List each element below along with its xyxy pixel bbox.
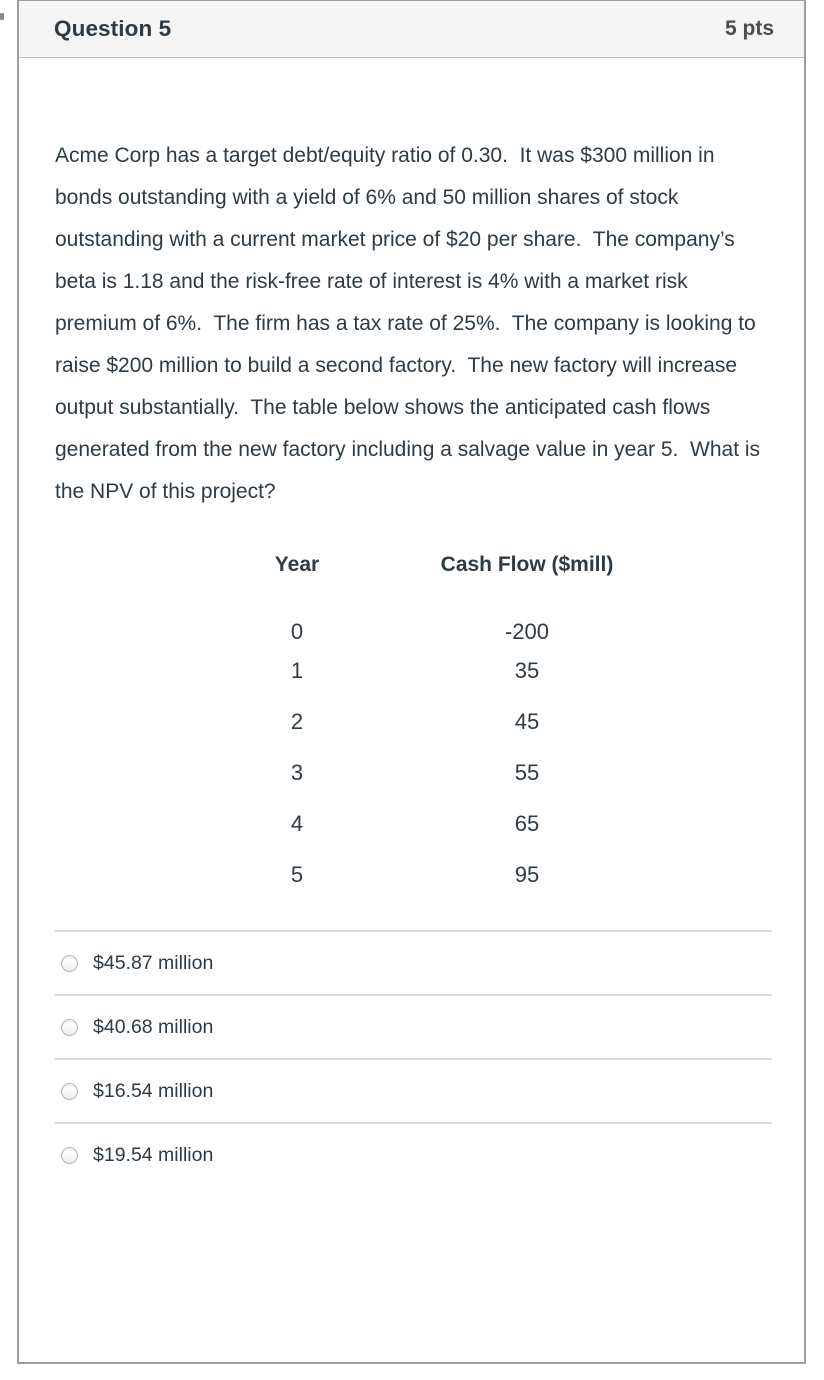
radio-button[interactable]: [61, 1018, 78, 1036]
answer-options: $45.87 million $40.68 million $16.54 mil…: [55, 930, 772, 1186]
question-header: Question 5 5 pts: [19, 1, 804, 58]
cashflow-cell: 55: [514, 759, 540, 785]
table-row: 4 65: [217, 798, 677, 849]
answer-option-label: $16.54 million: [93, 1079, 214, 1102]
answer-option-1[interactable]: $45.87 million: [55, 930, 772, 994]
question-points: 5 pts: [724, 17, 774, 40]
cashflow-cell: 35: [514, 657, 540, 683]
question-title: Question 5: [54, 16, 172, 41]
question-body: Acme Corp has a target debt/equity ratio…: [19, 58, 804, 1186]
radio-button[interactable]: [61, 954, 78, 972]
year-cell: 1: [290, 657, 304, 683]
answer-option-label: $40.68 million: [93, 1015, 214, 1038]
answer-option-label: $19.54 million: [93, 1143, 214, 1166]
table-row: 3 55: [217, 747, 677, 798]
page-edge-artifact: [0, 13, 4, 20]
cashflow-cell: 95: [514, 861, 540, 887]
table-row: 2 45: [217, 696, 677, 747]
table-row: 1 35: [217, 645, 677, 696]
answer-option-2[interactable]: $40.68 million: [55, 994, 772, 1058]
table-header-row: Year Cash Flow ($mill): [217, 553, 677, 585]
radio-button[interactable]: [61, 1082, 78, 1100]
answer-option-4[interactable]: $19.54 million: [55, 1122, 772, 1186]
radio-button[interactable]: [61, 1146, 78, 1164]
year-cell: 3: [290, 759, 304, 785]
cash-flow-table: Year Cash Flow ($mill) 0 -200 1 35 2 45: [217, 553, 677, 900]
cashflow-cell: -200: [504, 619, 550, 644]
year-cell: 0: [290, 619, 304, 644]
year-cell: 2: [290, 708, 304, 734]
table-row: 0 -200: [217, 585, 677, 645]
table-header-cashflow: Cash Flow ($mill): [440, 553, 614, 576]
answer-option-label: $45.87 million: [93, 951, 214, 974]
year-cell: 5: [290, 861, 304, 887]
answer-option-3[interactable]: $16.54 million: [55, 1058, 772, 1122]
table-row: 5 95: [217, 849, 677, 900]
cashflow-cell: 45: [514, 708, 540, 734]
cashflow-cell: 65: [514, 810, 540, 836]
question-card: Question 5 5 pts Acme Corp has a target …: [17, 0, 806, 1364]
question-text: Acme Corp has a target debt/equity ratio…: [55, 144, 766, 503]
table-header-year: Year: [274, 553, 320, 576]
year-cell: 4: [290, 810, 304, 836]
